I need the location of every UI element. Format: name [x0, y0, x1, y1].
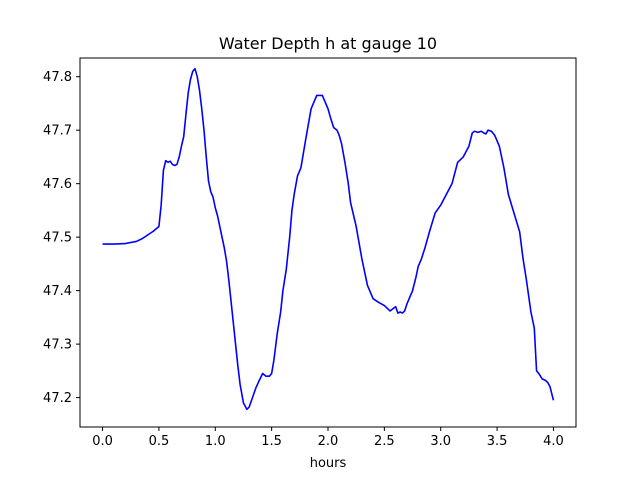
y-tick-label: 47.2 [43, 391, 72, 406]
chart-title: Water Depth h at gauge 10 [219, 34, 437, 53]
x-tick-label: 3.5 [487, 434, 508, 449]
y-tick-label: 47.7 [43, 124, 72, 139]
y-tick-label: 47.4 [43, 284, 72, 299]
x-tick-label: 2.5 [374, 434, 395, 449]
y-tick-label: 47.3 [43, 338, 72, 353]
x-tick-label: 4.0 [543, 434, 564, 449]
series-line-0 [102, 67, 555, 411]
x-tick-label: 3.0 [430, 434, 451, 449]
plot-area [102, 67, 555, 411]
x-tick-label: 1.5 [261, 434, 282, 449]
y-tick-label: 47.5 [43, 231, 72, 246]
x-tick-label: 2.0 [318, 434, 339, 449]
x-tick-label: 1.0 [205, 434, 226, 449]
x-axis-label: hours [310, 456, 347, 471]
y-tick-label: 47.8 [43, 70, 72, 85]
x-tick-label: 0.5 [149, 434, 170, 449]
y-tick-label: 47.6 [43, 177, 72, 192]
x-axis-ticks: 0.0 0.5 1.0 1.5 2.0 2.5 3.0 3.5 4.0 [92, 427, 564, 449]
x-tick-label: 0.0 [92, 434, 113, 449]
y-axis-ticks: 47.2 47.3 47.4 47.5 47.6 47.7 47.8 [43, 70, 80, 406]
